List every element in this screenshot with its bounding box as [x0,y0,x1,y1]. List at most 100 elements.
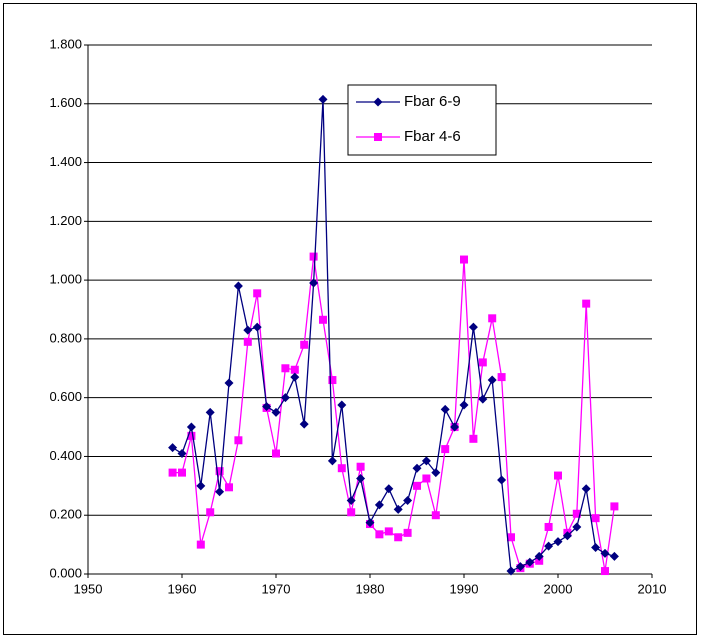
data-point [544,541,554,551]
data-point [224,378,234,388]
data-point [337,400,347,410]
data-point [177,449,187,459]
data-point [478,358,487,367]
data-point [178,468,186,477]
data-point [469,434,478,443]
y-tick-label: 0.800 [49,330,82,345]
y-tick-label: 0.200 [49,507,82,522]
y-tick-label: 1.200 [49,213,82,228]
data-point [309,252,318,261]
data-point [309,278,319,288]
y-tick-label: 0.400 [49,448,82,463]
data-point [525,557,535,567]
data-point [440,404,450,414]
data-point [384,484,394,494]
data-point [450,422,460,432]
data-point [290,365,299,374]
data-point [356,462,365,471]
data-point [601,567,609,576]
data-point [459,400,469,410]
data-point [225,483,233,492]
data-point [487,375,497,385]
data-point [544,522,553,531]
data-point [441,445,450,454]
data-point [572,509,581,518]
data-point [215,467,224,476]
data-point [243,325,253,335]
data-point [252,322,262,332]
data-point [337,464,346,473]
data-point [554,471,562,480]
data-point [581,484,591,494]
y-tick-label: 1.000 [49,272,82,287]
legend-marker [374,133,382,141]
data-point [609,551,619,561]
data-point [591,543,601,553]
data-point [431,511,440,520]
x-tick-label: 1990 [450,581,479,596]
data-point [421,456,431,466]
data-point [497,373,506,382]
data-point [187,431,196,440]
legend-marker [373,97,383,107]
data-point [346,496,356,506]
data-point [610,502,619,511]
data-point [591,514,600,523]
data-point [515,562,525,572]
data-point [534,551,544,561]
data-point [233,281,243,291]
data-point [403,528,412,537]
data-point [328,376,337,385]
y-tick-label: 1.800 [49,36,82,51]
x-tick-label: 1970 [262,581,291,596]
x-tick-label: 2010 [638,581,667,596]
x-tick-label: 2000 [544,581,573,596]
y-tick-label: 0.000 [49,565,82,580]
data-point [572,522,582,532]
data-point [290,372,300,382]
legend-text: Fbar 4-6 [404,128,461,145]
data-point [375,530,384,539]
y-tick-label: 1.600 [49,95,82,110]
data-point [347,508,356,517]
data-point [168,468,177,477]
data-point [356,473,366,483]
data-point [319,315,327,324]
data-point [318,94,328,104]
data-point [186,422,196,432]
data-point [506,566,516,576]
data-point [271,407,281,417]
data-point [205,407,215,417]
data-point [300,340,309,349]
data-point [413,481,421,490]
data-point [497,475,507,485]
data-point [196,540,205,549]
data-point [196,481,206,491]
data-point [393,504,403,514]
data-point [206,508,215,517]
data-point [384,527,393,536]
x-tick-label: 1960 [168,581,197,596]
data-point [374,500,384,510]
data-point [478,394,488,404]
data-point [582,299,591,308]
data-point [234,436,243,445]
data-point [281,364,290,373]
data-point [215,487,225,497]
y-tick-label: 0.600 [49,389,82,404]
data-point [422,474,431,483]
legend-text: Fbar 6-9 [404,93,461,110]
data-point [253,289,262,298]
data-point [553,537,563,547]
data-point [262,401,272,411]
x-tick-label: 1980 [356,581,385,596]
data-point [600,548,610,558]
data-point [562,531,572,541]
y-tick-label: 1.400 [49,154,82,169]
data-point [507,533,515,542]
data-point [431,468,441,478]
data-point [327,456,337,466]
data-point [365,518,375,528]
